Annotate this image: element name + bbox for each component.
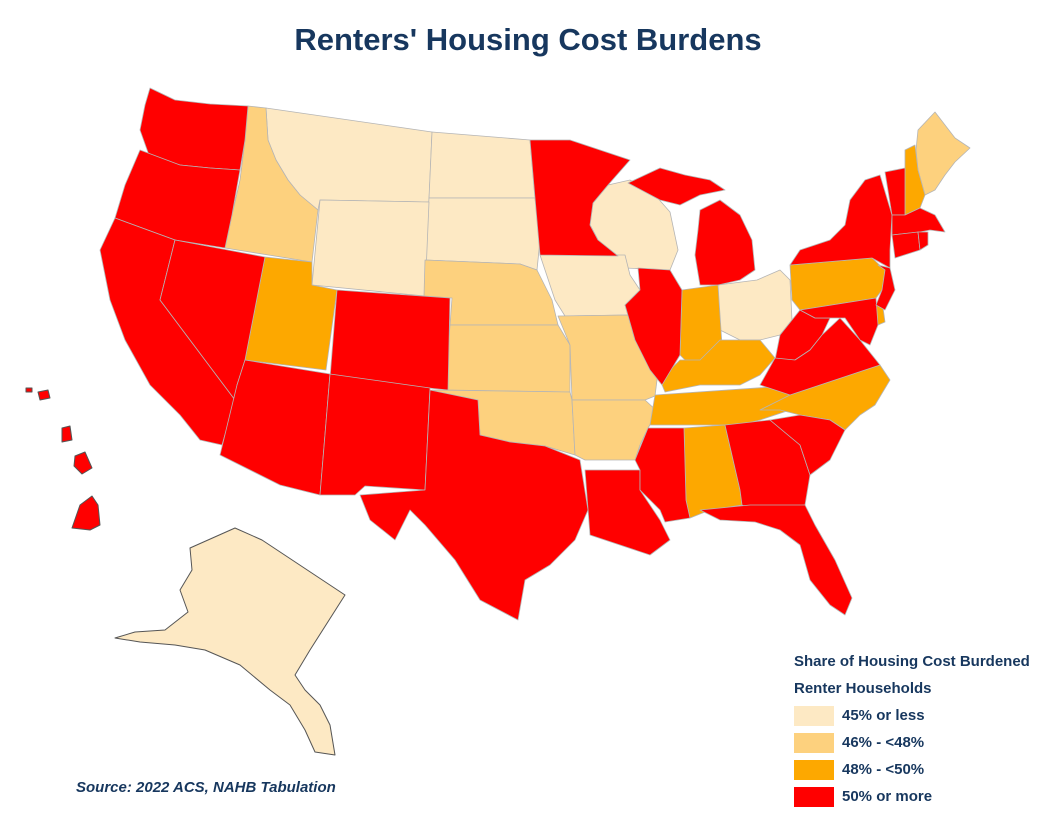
state-north-dakota[interactable] (428, 131, 536, 199)
legend-label: 45% or less (842, 707, 925, 724)
state-kentucky[interactable] (659, 339, 776, 393)
state-florida[interactable] (699, 504, 853, 616)
state-minnesota[interactable] (529, 139, 631, 257)
legend-swatch (794, 705, 834, 726)
state-alaska[interactable] (114, 527, 346, 756)
state-michigan-lower[interactable] (694, 199, 756, 286)
state-new-york[interactable] (789, 174, 893, 269)
state-maryland[interactable] (799, 297, 879, 346)
state-colorado[interactable] (329, 289, 451, 391)
legend-title-line1: Share of Housing Cost Burdened (794, 653, 1030, 670)
legend: Share of Housing Cost Burdened Renter Ho… (794, 648, 1056, 810)
state-hawaii-big-island[interactable] (71, 495, 101, 531)
legend-swatch (794, 759, 834, 780)
state-new-mexico[interactable] (319, 373, 431, 496)
state-arkansas[interactable] (571, 399, 659, 461)
state-illinois[interactable] (624, 267, 683, 386)
state-michigan-upper[interactable] (627, 167, 726, 206)
legend-label: 46% - <48% (842, 734, 925, 751)
state-virginia[interactable] (759, 317, 881, 396)
state-hawaii-oahu[interactable] (61, 425, 73, 443)
map-title: Renters' Housing Cost Burdens (294, 22, 762, 57)
legend-swatch (794, 786, 834, 807)
state-south-dakota[interactable] (424, 197, 541, 271)
state-new-jersey[interactable] (875, 264, 896, 311)
state-wyoming[interactable] (311, 199, 430, 297)
legend-swatch (794, 732, 834, 753)
state-idaho[interactable] (224, 105, 319, 263)
state-maine[interactable] (915, 111, 971, 196)
state-mississippi[interactable] (634, 427, 691, 523)
legend-item: 48% - <50% (794, 756, 1056, 783)
legend-item: 45% or less (794, 702, 1056, 729)
state-hawaii-niihau[interactable] (25, 387, 33, 393)
source-note: Source: 2022 ACS, NAHB Tabulation (76, 779, 336, 796)
state-pennsylvania[interactable] (789, 257, 886, 311)
state-rhode-island[interactable] (917, 231, 929, 251)
state-connecticut[interactable] (891, 231, 921, 259)
state-kansas[interactable] (444, 324, 571, 393)
state-hawaii-maui[interactable] (73, 451, 93, 475)
legend-label: 50% or more (842, 788, 933, 805)
state-texas[interactable] (359, 389, 589, 621)
state-iowa[interactable] (539, 254, 641, 317)
legend-label: 48% - <50% (842, 761, 925, 778)
state-hawaii-kauai[interactable] (37, 389, 51, 401)
legend-item: 46% - <48% (794, 729, 1056, 756)
legend-item: 50% or more (794, 783, 1056, 810)
state-south-carolina[interactable] (769, 414, 846, 476)
legend-title-line2: Renter Households (794, 680, 932, 697)
state-oregon[interactable] (114, 149, 241, 249)
